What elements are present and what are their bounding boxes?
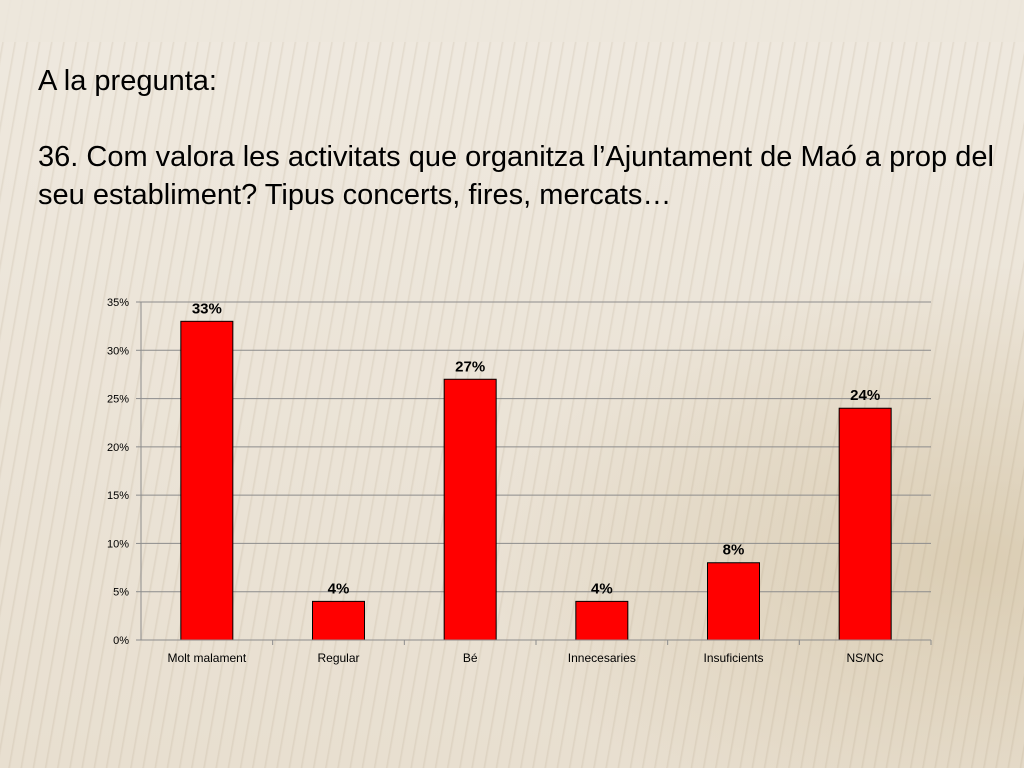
x-axis-categories: Molt malament Regular Bé Innecesaries Insufi… xyxy=(167,640,932,665)
bar xyxy=(838,407,892,641)
data-label: 24% xyxy=(850,387,880,404)
data-label: 27% xyxy=(455,358,485,375)
x-category-label: NS/NC xyxy=(846,651,884,665)
slide-intro-text: A la pregunta: xyxy=(38,65,217,97)
slide-heading: A la pregunta: 36. Com valora les activi… xyxy=(38,62,998,214)
data-label: 4% xyxy=(591,580,613,597)
data-label: 33% xyxy=(192,300,222,317)
y-tick-label: 5% xyxy=(113,587,129,599)
y-tick-label: 35% xyxy=(107,297,129,309)
x-category-label: Regular xyxy=(317,651,359,665)
bar xyxy=(312,600,365,641)
y-axis-ticks: 0% 5% 10% 15% 20% 25% 30% 35% xyxy=(107,297,141,647)
y-tick-label: 25% xyxy=(107,394,129,406)
x-category-label: Bé xyxy=(463,651,478,665)
x-category-label: Innecesaries xyxy=(568,651,636,665)
data-label: 8% xyxy=(723,542,745,559)
bars xyxy=(180,320,892,641)
bar xyxy=(575,600,629,641)
x-category-label: Molt malament xyxy=(167,651,246,665)
y-tick-label: 30% xyxy=(107,345,129,357)
bar xyxy=(443,378,497,641)
data-label: 4% xyxy=(328,580,350,597)
y-tick-label: 0% xyxy=(113,635,129,647)
bar xyxy=(707,562,760,641)
y-tick-label: 15% xyxy=(107,490,129,502)
x-category-label: Insuficients xyxy=(703,651,763,665)
gridlines xyxy=(141,301,931,641)
data-labels: 33% 4% 27% 4% 8% 24% xyxy=(192,300,880,597)
axes xyxy=(140,302,931,641)
bar xyxy=(180,320,234,641)
y-tick-label: 20% xyxy=(107,442,129,454)
y-tick-label: 10% xyxy=(107,538,129,550)
slide-header-band xyxy=(0,0,1024,42)
question-text: 36. Com valora les activitats que organi… xyxy=(38,141,994,211)
